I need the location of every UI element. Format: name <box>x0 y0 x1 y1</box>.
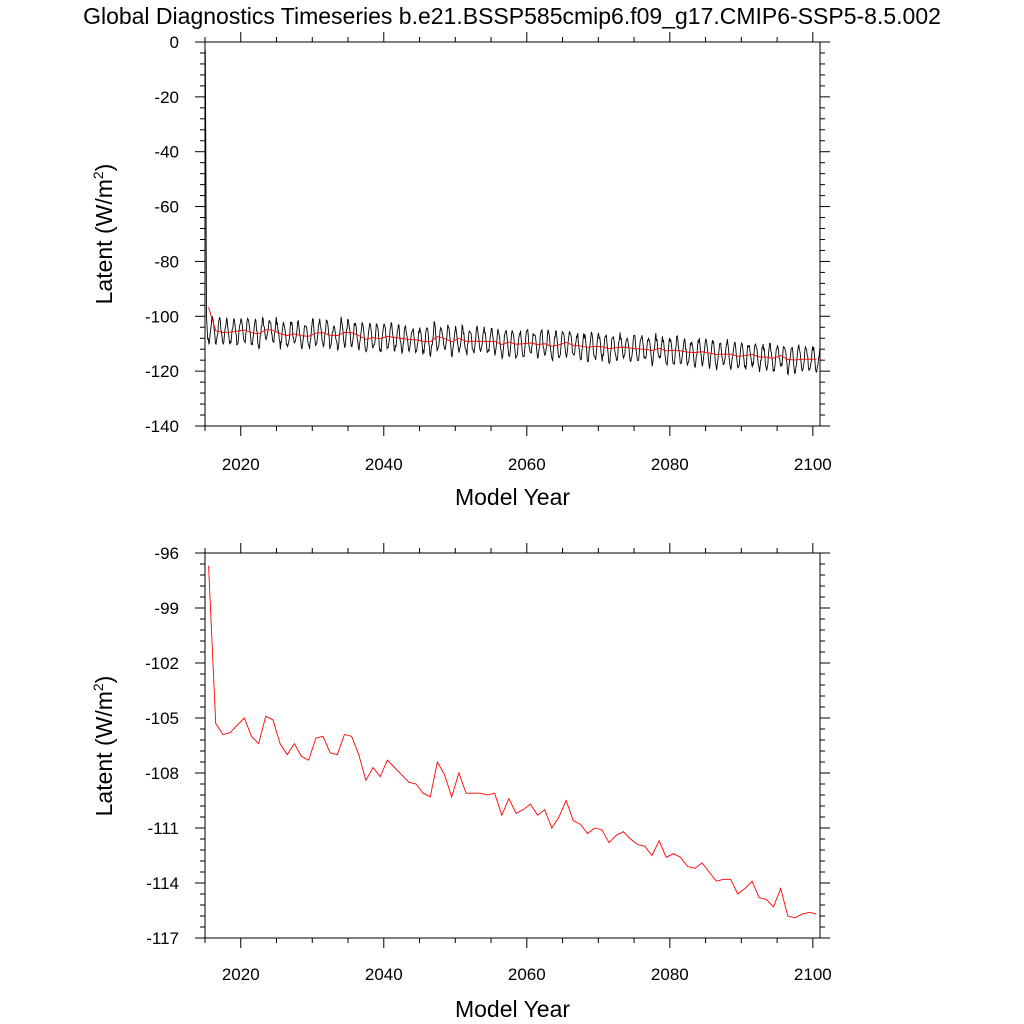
x-tick-label: 2100 <box>794 965 832 984</box>
y-axis-label: Latent (W/m2) <box>90 676 117 817</box>
y-axis-label: Latent (W/m2) <box>90 164 117 305</box>
y-tick-label: -108 <box>145 764 179 783</box>
x-tick-label: 2060 <box>508 455 546 474</box>
y-axis-label-superscript: 2 <box>90 683 106 691</box>
series-line-annual-mean <box>208 565 817 919</box>
y-tick-label: -114 <box>146 874 179 893</box>
y-tick-label: -99 <box>154 599 179 618</box>
y-tick-label: 0 <box>170 33 179 52</box>
y-tick-label: -20 <box>154 88 179 107</box>
y-tick-label: -120 <box>145 362 179 381</box>
y-axis-label-main: Latent (W/m <box>91 179 117 304</box>
bottom-panel: 2020 2040 2060 2080 2100 -96 -99 -102 -105 -108 -1… <box>90 543 832 1022</box>
y-tick-label: -100 <box>145 307 179 326</box>
series-line-monthly <box>205 50 820 376</box>
y-tick-label: -102 <box>145 654 179 673</box>
x-tick-label: 2080 <box>651 455 689 474</box>
series-line-annual-mean <box>208 307 817 361</box>
y-tick-label: -40 <box>154 143 179 162</box>
top-panel: 2020 2040 2060 2080 2100 0 -20 -40 -60 -80 -100 -12… <box>90 32 832 510</box>
y-tick-label: -111 <box>147 819 179 838</box>
y-tick-label: -140 <box>145 417 179 436</box>
y-axis-label-main: Latent (W/m <box>91 691 117 816</box>
x-tick-label: 2080 <box>651 965 689 984</box>
y-axis-label-close: ) <box>91 164 117 172</box>
y-axis-label-superscript: 2 <box>90 171 106 179</box>
x-axis-label: Model Year <box>455 996 570 1022</box>
plot-frame <box>204 552 821 939</box>
plot-frame <box>204 41 821 427</box>
x-tick-label: 2040 <box>365 455 403 474</box>
x-tick-label: 2020 <box>222 965 260 984</box>
y-tick-label: -80 <box>154 252 179 271</box>
x-tick-label: 2020 <box>222 455 260 474</box>
x-axis-label: Model Year <box>455 484 570 510</box>
chart-title: Global Diagnostics Timeseries b.e21.BSSP… <box>83 3 941 29</box>
y-tick-label: -96 <box>154 544 179 563</box>
y-tick-label: -60 <box>154 198 179 217</box>
y-tick-label: -105 <box>145 709 179 728</box>
y-axis-label-close: ) <box>91 676 117 684</box>
x-tick-label: 2040 <box>365 965 403 984</box>
x-tick-label: 2060 <box>508 965 546 984</box>
y-tick-label: -117 <box>146 929 179 948</box>
x-tick-label: 2100 <box>794 455 832 474</box>
